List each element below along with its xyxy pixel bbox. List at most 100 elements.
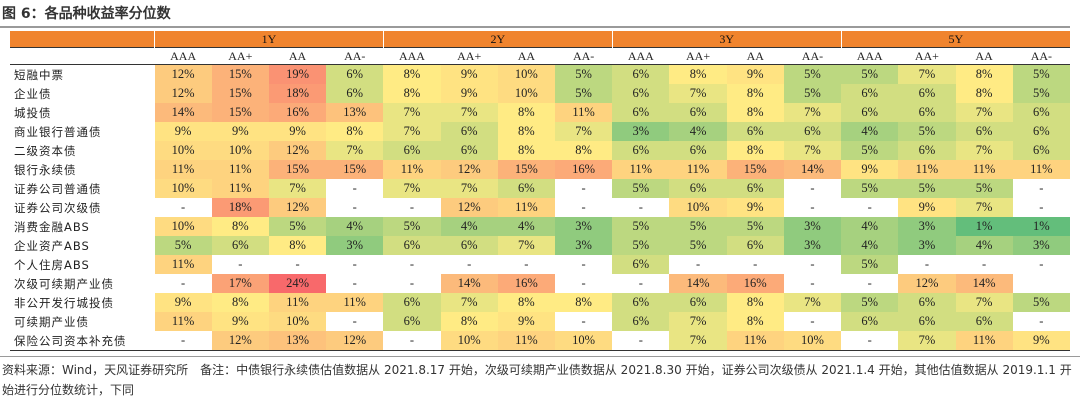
value-cell: - [352, 276, 357, 290]
value-cell: 6% [955, 312, 1013, 331]
table-row: 二级资本债 10% 10% 12% 7% 6% 6% 8% 8% 6% 6% 8% 7% 5% 6% 7% 6% [10, 141, 1070, 160]
value-cell: - [409, 257, 415, 271]
value-cell: 7% [955, 293, 1013, 312]
value-cell: 10% [268, 312, 327, 331]
value-cell: 6% [1012, 141, 1070, 160]
value-cell: 6% [612, 64, 670, 84]
value-cell: 5% [268, 217, 327, 236]
value-cell: 6% [669, 103, 727, 122]
value-cell: - [867, 276, 872, 290]
value-cell: 5% [841, 293, 899, 312]
value-cell: 11% [669, 160, 727, 179]
table-row: 短融中票 12% 15% 19% 6% 8% 9% 10% 5% 6% 8% 9% 5% 5% 7% 8% 5% [10, 64, 1070, 84]
value-cell: - [154, 331, 212, 351]
value-cell: 8% [726, 312, 784, 331]
value-cell: 6% [383, 312, 441, 331]
value-cell: - [352, 200, 357, 214]
value-cell: 4% [841, 236, 899, 255]
value-cell: 9% [440, 64, 498, 84]
value-cell: - [841, 331, 899, 351]
value-cell: 11% [211, 160, 269, 179]
value-cell: 10% [154, 141, 212, 160]
value-cell: 6% [1012, 103, 1070, 122]
value-cell: 4% [955, 236, 1013, 255]
value-cell: - [612, 331, 670, 351]
value-cell: 14% [955, 274, 1013, 293]
value-cell: 12% [440, 198, 498, 217]
value-cell: 5% [554, 64, 613, 84]
value-cell: 8% [497, 141, 555, 160]
value-cell: 16% [726, 274, 784, 293]
row-label: 企业资产ABS [14, 238, 90, 253]
value-cell: 6% [612, 293, 670, 312]
value-cell: - [581, 314, 586, 328]
value-cell: 10% [154, 179, 212, 198]
value-cell: 10% [554, 331, 613, 351]
row-label: 企业债 [14, 86, 52, 101]
value-cell: 6% [440, 122, 498, 141]
value-cell: 8% [955, 64, 1013, 84]
value-cell: - [924, 257, 929, 271]
value-cell: 18% [211, 198, 269, 217]
value-cell: - [383, 331, 441, 351]
value-cell: 7% [440, 293, 498, 312]
value-cell: 4% [497, 217, 555, 236]
value-cell: 16% [497, 274, 555, 293]
value-cell: 9% [726, 64, 784, 84]
value-cell: 15% [497, 160, 555, 179]
value-cell: 8% [726, 84, 784, 103]
table-row: 个人住房ABS 11% - - - - - - - 6% - - - 5% - - - [10, 255, 1070, 274]
value-cell: 11% [497, 331, 555, 351]
value-cell: 7% [898, 331, 956, 351]
value-cell: 6% [612, 84, 670, 103]
value-cell: 5% [383, 217, 441, 236]
rating-header-row: AAA AA+ AA AA- AAA AA+ AA AA- AAA AA+ AA AA- AAA AA+ A… [10, 47, 1070, 65]
value-cell: 12% [154, 64, 212, 84]
header-corner [10, 31, 155, 48]
row-label: 短融中票 [14, 67, 64, 82]
value-cell: 6% [898, 293, 956, 312]
value-cell: 1% [955, 217, 1013, 236]
value-cell: 5% [841, 141, 899, 160]
value-cell: 6% [726, 122, 784, 141]
value-cell: - [409, 276, 415, 290]
value-cell: 9% [898, 198, 956, 217]
value-cell: 6% [726, 236, 784, 255]
value-cell: 8% [440, 312, 498, 331]
value-cell: 6% [726, 179, 784, 198]
value-cell: 7% [669, 84, 727, 103]
value-cell: 9% [497, 312, 555, 331]
value-cell: 8% [554, 293, 613, 312]
value-cell: - [581, 257, 586, 271]
value-cell: 12% [268, 141, 327, 160]
value-cell: 11% [383, 160, 441, 179]
value-cell: 6% [669, 179, 727, 198]
value-cell: 7% [898, 64, 956, 84]
value-cell: - [1039, 181, 1044, 195]
period-header-row: 1Y 2Y 3Y 5Y [10, 31, 1070, 48]
value-cell: - [181, 200, 186, 214]
value-cell: 6% [1012, 122, 1070, 141]
value-cell: 11% [898, 160, 956, 179]
rating-header: AA [497, 47, 555, 65]
value-cell: 9% [1012, 331, 1070, 351]
value-cell: 4% [841, 217, 899, 236]
value-cell: - [638, 276, 643, 290]
rating-header: AA [955, 47, 1013, 65]
value-cell: 14% [783, 160, 842, 179]
value-cell: 11% [154, 160, 212, 179]
value-cell: - [982, 257, 987, 271]
value-cell: - [810, 314, 815, 328]
value-cell: 7% [440, 179, 498, 198]
rating-header: AAA [154, 47, 212, 65]
value-cell: 10% [783, 331, 842, 351]
value-cell: - [810, 257, 815, 271]
table-row: 商业银行普通债 9% 9% 9% 8% 7% 6% 8% 7% 3% 4% 6% 6% 4% 5% 6% 6% [10, 122, 1070, 141]
value-cell: 18% [268, 84, 327, 103]
value-cell: 6% [383, 293, 441, 312]
value-cell: 7% [783, 293, 842, 312]
table-row: 城投债 14% 15% 16% 13% 7% 7% 8% 11% 6% 6% 8% 7% 6% 6% 7% 6% [10, 103, 1070, 122]
period-header: 2Y [382, 31, 613, 48]
value-cell: - [295, 257, 300, 271]
value-cell: 9% [268, 122, 327, 141]
